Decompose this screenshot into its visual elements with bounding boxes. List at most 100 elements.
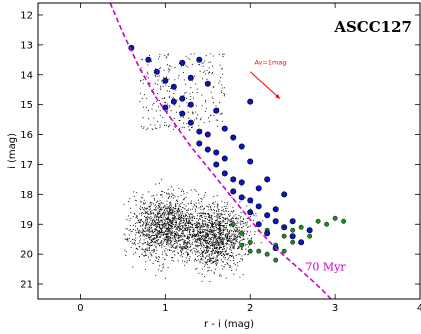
field-star-dot <box>172 231 174 233</box>
field-star-dot <box>191 252 193 254</box>
field-star-dot <box>215 257 217 259</box>
field-star-dot <box>214 248 216 250</box>
field-star-dot <box>237 231 239 233</box>
field-star-dot <box>215 261 217 263</box>
field-star-dot <box>184 243 186 245</box>
field-star-dot <box>229 213 231 215</box>
field-star-dot <box>157 223 160 225</box>
field-star-dot <box>196 118 198 120</box>
field-star-dot <box>229 246 232 249</box>
field-star-dot <box>142 82 144 85</box>
field-star-dot <box>161 244 163 246</box>
field-star-dot <box>218 221 220 223</box>
field-star-dot <box>191 216 194 218</box>
field-star-dot <box>222 232 224 234</box>
field-star-dot <box>203 276 206 278</box>
field-star-dot <box>253 242 255 244</box>
field-star-dot <box>226 221 228 223</box>
field-star-dot <box>178 205 180 207</box>
field-star-dot <box>139 229 141 231</box>
field-star-dot <box>235 217 237 219</box>
field-star-dot <box>221 247 223 249</box>
field-star-dot <box>170 211 172 213</box>
field-star-dot <box>145 226 147 228</box>
field-star-dot <box>185 91 187 94</box>
field-star-dot <box>151 108 153 110</box>
field-star-dot <box>174 125 176 127</box>
field-star-dot <box>209 228 211 230</box>
field-star-dot <box>211 65 214 67</box>
field-star-dot <box>145 202 147 204</box>
field-star-dot <box>203 196 205 198</box>
field-star-dot <box>242 223 244 225</box>
field-star-dot <box>233 231 235 233</box>
y-tick-label: 18 <box>20 190 33 201</box>
field-star-dot <box>232 260 235 262</box>
field-star-dot <box>173 215 175 217</box>
field-star-dot <box>159 213 161 215</box>
field-star-dot <box>132 253 135 255</box>
field-star-dot <box>235 233 237 235</box>
field-star-dot <box>182 230 184 232</box>
field-star-dot <box>148 191 150 193</box>
field-star-dot <box>159 219 161 222</box>
field-star-dot <box>151 202 153 204</box>
field-star-dot <box>135 204 137 206</box>
field-star-dot <box>187 238 189 240</box>
member-point <box>221 125 228 132</box>
field-star-dot <box>198 125 200 127</box>
field-star-dot <box>125 238 127 240</box>
field-star-dot <box>159 54 161 56</box>
field-star-dot <box>156 241 158 243</box>
field-star-dot <box>225 243 227 245</box>
field-star-dot <box>143 221 145 223</box>
member-point <box>179 95 186 102</box>
field-star-dot <box>236 248 239 250</box>
field-star-dot <box>219 64 221 66</box>
field-star-dot <box>166 204 168 206</box>
field-star-dot <box>184 208 186 210</box>
field-star-dot <box>188 226 190 228</box>
field-star-dot <box>193 234 195 236</box>
field-star-dot <box>189 217 191 220</box>
field-star-dot <box>188 237 190 239</box>
field-star-dot <box>189 58 191 61</box>
field-star-dot <box>190 226 192 229</box>
member-point <box>213 107 220 114</box>
field-star-dot <box>166 200 168 202</box>
field-star-dot <box>222 261 224 263</box>
field-star-dot <box>155 228 157 230</box>
field-star-dot <box>183 222 185 224</box>
field-star-dot <box>154 75 156 77</box>
field-star-dot <box>200 239 202 241</box>
field-star-dot <box>180 217 182 219</box>
field-star-dot <box>198 232 200 234</box>
field-star-dot <box>135 251 137 253</box>
field-star-dot <box>228 224 231 227</box>
field-star-dot <box>236 237 238 239</box>
field-star-dot <box>223 245 225 247</box>
field-star-dot <box>157 220 160 222</box>
field-star-dot <box>208 241 210 243</box>
field-star-dot <box>214 215 216 218</box>
field-star-dot <box>223 87 225 89</box>
field-star-dot <box>240 236 242 238</box>
field-star-dot <box>213 236 215 238</box>
field-star-dot <box>155 233 157 236</box>
field-star-dot <box>220 244 222 246</box>
field-star-dot <box>174 214 176 216</box>
field-star-dot <box>158 67 160 70</box>
field-star-dot <box>195 239 197 241</box>
field-star-dot <box>218 222 221 224</box>
field-star-dot <box>185 205 187 207</box>
field-star-dot <box>134 199 136 201</box>
field-star-dot <box>172 97 175 99</box>
field-star-dot <box>144 209 146 211</box>
field-star-dot <box>169 233 172 235</box>
field-star-dot <box>249 231 252 233</box>
field-star-dot <box>155 235 158 237</box>
field-star-dot <box>145 253 147 255</box>
field-star-dot <box>238 214 240 217</box>
field-star-dot <box>159 110 161 112</box>
field-star-dot <box>147 77 150 79</box>
